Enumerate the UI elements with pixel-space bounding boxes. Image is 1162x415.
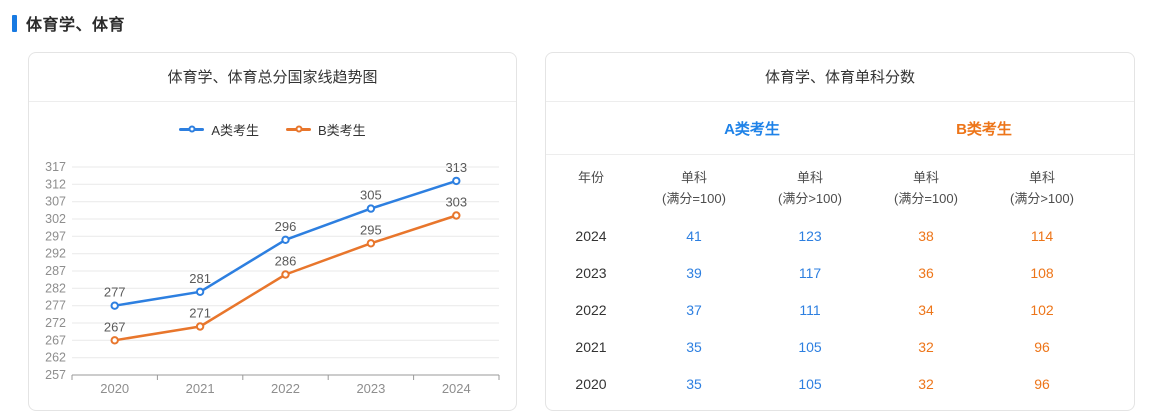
chart-card-title: 体育学、体育总分国家线趋势图 (29, 53, 516, 102)
table-cell-b-over100: 102 (1030, 302, 1054, 318)
svg-text:2020: 2020 (100, 381, 129, 396)
svg-text:292: 292 (45, 247, 66, 261)
table-cell-a-full100: 39 (686, 265, 702, 281)
svg-text:312: 312 (45, 177, 66, 191)
table-cell-b-over100: 96 (1034, 339, 1050, 355)
svg-text:262: 262 (45, 351, 66, 365)
svg-text:272: 272 (45, 316, 66, 330)
table-row: 2022 37 111 34 102 (546, 292, 1134, 329)
table-cell-year: 2022 (575, 302, 607, 318)
svg-text:271: 271 (189, 306, 211, 321)
legend-item-b[interactable]: B类考生 (286, 120, 366, 139)
table-body: 2024 41 123 38 114 2023 39 117 36 108 2022 37 111 34 1… (546, 218, 1134, 403)
svg-text:2024: 2024 (442, 381, 471, 396)
column-header-label: 单科 (1028, 170, 1055, 185)
trend-chart-card: 体育学、体育总分国家线趋势图 A类考生 B类考生 257 262 267 272 277… (28, 52, 517, 411)
svg-text:2021: 2021 (186, 381, 215, 396)
table-cell-b-full100: 38 (918, 228, 934, 244)
svg-text:295: 295 (360, 222, 382, 237)
table-cell-year: 2021 (575, 339, 607, 355)
line-marker-icon (286, 125, 311, 133)
column-header-b-over100: 单科 (满分>100) (984, 167, 1100, 209)
table-cell-a-full100: 35 (686, 339, 702, 355)
table-row: 2023 39 117 36 108 (546, 255, 1134, 292)
table-cell-year: 2024 (575, 228, 607, 244)
column-header-a-full100: 单科 (满分=100) (636, 167, 752, 209)
group-header-a: A类考生 (724, 120, 780, 138)
column-header-label: 单科 (796, 170, 823, 185)
table-cell-a-full100: 37 (686, 302, 702, 318)
svg-text:313: 313 (445, 160, 467, 175)
table-cell-a-over100: 105 (798, 339, 822, 355)
line-marker-icon (179, 125, 205, 133)
table-cell-a-full100: 41 (686, 228, 702, 244)
svg-text:317: 317 (45, 160, 66, 174)
column-header-label: 单科 (912, 170, 939, 185)
column-header-b-full100: 单科 (满分=100) (868, 167, 984, 209)
column-header-label: 年份 (577, 170, 604, 185)
column-header-year: 年份 (546, 167, 636, 209)
table-group-header-row: A类考生 B类考生 (546, 102, 1134, 155)
table-column-header-row: 年份 单科 (满分=100) 单科 (满分>100) 单科 (满分=100) 单… (546, 155, 1134, 218)
page-header: 体育学、体育 (0, 0, 1162, 35)
table-cell-b-full100: 34 (918, 302, 934, 318)
svg-text:303: 303 (445, 195, 467, 210)
svg-text:257: 257 (45, 368, 66, 382)
legend-item-a[interactable]: A类考生 (179, 120, 259, 139)
table-cell-a-over100: 117 (798, 265, 822, 281)
svg-text:267: 267 (45, 333, 66, 347)
table-cell-a-over100: 123 (798, 228, 822, 244)
svg-text:281: 281 (189, 271, 211, 286)
column-header-sublabel: (满分>100) (778, 191, 842, 206)
table-row: 2020 35 105 32 96 (546, 366, 1134, 403)
header-accent-bar (12, 14, 17, 32)
column-header-sublabel: (满分=100) (662, 191, 726, 206)
svg-text:305: 305 (360, 188, 382, 203)
content-area: 体育学、体育总分国家线趋势图 A类考生 B类考生 257 262 267 272 277… (28, 52, 1135, 411)
svg-text:267: 267 (104, 319, 126, 334)
subject-score-table-card: 体育学、体育单科分数 A类考生 B类考生 年份 单科 (满分=100) 单科 (… (545, 52, 1135, 411)
table-card-title: 体育学、体育单科分数 (546, 53, 1134, 102)
legend-label-a: A类考生 (211, 122, 259, 138)
column-header-a-over100: 单科 (满分>100) (752, 167, 868, 209)
svg-text:302: 302 (45, 212, 66, 226)
table-cell-b-full100: 32 (918, 339, 934, 355)
svg-text:307: 307 (45, 195, 66, 209)
column-header-label: 单科 (680, 170, 707, 185)
table-cell-a-over100: 111 (799, 302, 821, 318)
line-chart-svg: 257 262 267 272 277 282 287 292 297 302 307 312 317 2… (45, 160, 500, 396)
svg-text:287: 287 (45, 264, 66, 278)
group-header-b: B类考生 (956, 120, 1012, 138)
table-cell-a-full100: 35 (686, 376, 702, 392)
table-cell-year: 2023 (575, 265, 607, 281)
svg-text:297: 297 (45, 229, 66, 243)
table-row: 2021 35 105 32 96 (546, 329, 1134, 366)
column-header-sublabel: (满分>100) (1010, 191, 1074, 206)
chart-legend: A类考生 B类考生 (29, 119, 516, 139)
table-cell-b-full100: 32 (918, 376, 934, 392)
svg-text:296: 296 (275, 219, 297, 234)
svg-text:277: 277 (104, 285, 126, 300)
svg-text:2022: 2022 (271, 381, 300, 396)
legend-label-b: B类考生 (318, 122, 366, 138)
table-cell-b-full100: 36 (918, 265, 934, 281)
column-header-sublabel: (满分=100) (894, 191, 958, 206)
svg-text:286: 286 (275, 254, 297, 269)
table-cell-b-over100: 108 (1030, 265, 1054, 281)
table-cell-year: 2020 (575, 376, 607, 392)
svg-text:282: 282 (45, 281, 66, 295)
svg-text:277: 277 (45, 299, 66, 313)
svg-text:2023: 2023 (356, 381, 385, 396)
table-cell-b-over100: 114 (1030, 228, 1054, 244)
national-line-trend-chart: 257 262 267 272 277 282 287 292 297 302 307 312 317 2… (29, 145, 516, 402)
page-title: 体育学、体育 (26, 17, 126, 34)
table-row: 2024 41 123 38 114 (546, 218, 1134, 255)
table-cell-b-over100: 96 (1034, 376, 1050, 392)
table-cell-a-over100: 105 (798, 376, 822, 392)
